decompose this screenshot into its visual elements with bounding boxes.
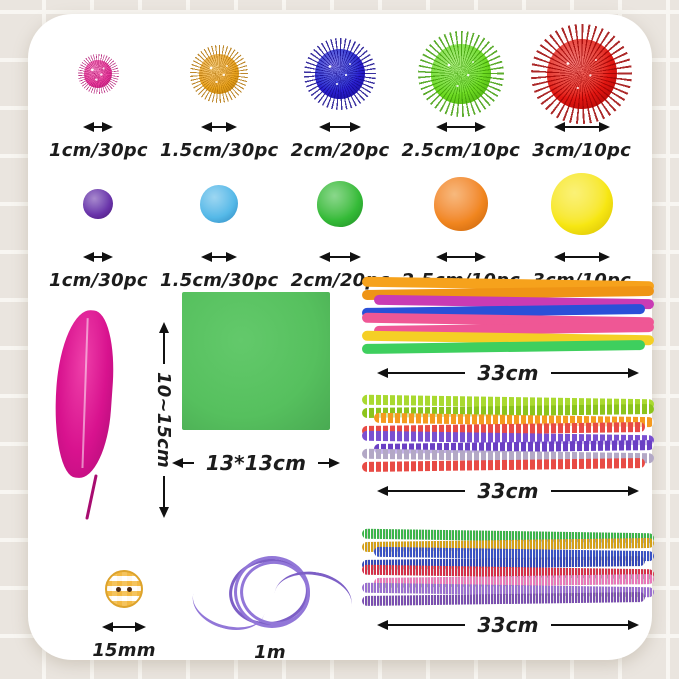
pom-box	[550, 164, 613, 244]
pipe-cleaner-bundle-striped: 33cm	[360, 394, 656, 503]
glitter-pompom-green	[417, 30, 504, 118]
gingham-button	[105, 570, 143, 608]
feather-quill	[85, 474, 98, 520]
pom-box	[303, 34, 376, 114]
green-paper-square	[182, 292, 330, 430]
feather-group: 10~15cm	[44, 296, 176, 538]
width-arrow	[102, 620, 146, 634]
size-label: 3cm/10pc	[532, 140, 631, 161]
length-arrow: 33cm	[377, 613, 639, 637]
size-label: 13*13cm	[205, 451, 307, 475]
glitter-pom-item-pink: 1cm/30pc	[38, 34, 159, 161]
pipe-cleaner-bundles: 33cm 33cm	[360, 276, 656, 637]
bottom-left-group: 15mm 1m	[62, 554, 357, 663]
pipe-cleaner-bundle-smooth: 33cm	[360, 276, 656, 385]
glitter-pompom-red	[531, 23, 632, 125]
height-arrow: 10~15cm	[153, 322, 174, 518]
size-label: 2cm/20pc	[290, 140, 390, 161]
plain-pompom-row: 1cm/30pc 1.5cm/30pc 2cm/20pc 2.5cm/10pc	[38, 164, 642, 291]
cord-loop	[234, 556, 310, 628]
pipe-cleaner-strand	[361, 340, 646, 354]
bundle-strands	[360, 394, 656, 474]
width-arrow	[83, 120, 113, 134]
pom-box	[531, 23, 632, 125]
pom-box	[316, 164, 363, 244]
pom-box	[200, 164, 239, 244]
plain-pom-item-green: 2cm/20pc	[280, 164, 401, 291]
feather	[50, 308, 118, 480]
pompom-orange	[433, 177, 488, 231]
width-arrow	[319, 120, 361, 134]
glitter-pom-item-blue: 2cm/20pc	[280, 34, 401, 161]
width-arrow	[436, 250, 486, 264]
pompom-yellow	[550, 173, 613, 235]
size-label: 1cm/30pc	[49, 140, 148, 161]
glitter-pompom-pink	[78, 53, 119, 95]
glitter-pompom-row: 1cm/30pc 1.5cm/30pc 2cm/20pc 2.5cm/10pc	[38, 23, 642, 161]
pom-box	[190, 34, 248, 114]
plain-pom-item-light-blue: 1.5cm/30pc	[159, 164, 280, 291]
pipe-cleaner-bundle-glitter: 33cm	[360, 528, 656, 637]
size-label: 1.5cm/30pc	[159, 140, 279, 161]
size-label: 1cm/30pc	[49, 270, 148, 291]
bundle-strands	[360, 276, 656, 356]
plain-pom-item-purple: 1cm/30pc	[38, 164, 159, 291]
cord-group: 1m	[186, 554, 357, 663]
pom-box	[433, 164, 488, 244]
glitter-pom-item-gold: 1.5cm/30pc	[159, 34, 280, 161]
glitter-pom-item-red: 3cm/10pc	[521, 23, 642, 161]
glitter-pom-item-green: 2.5cm/10pc	[400, 30, 521, 161]
plain-pom-item-orange: 2.5cm/10pc	[400, 164, 521, 291]
size-label: 1m	[254, 642, 286, 663]
paper-group: 13*13cm	[170, 292, 342, 475]
purple-cord	[186, 554, 357, 639]
size-label: 2.5cm/10pc	[401, 140, 521, 161]
length-arrow: 33cm	[377, 479, 639, 503]
pipe-cleaner-strand	[361, 592, 646, 606]
size-label: 33cm	[477, 479, 539, 503]
width-arrow	[201, 120, 237, 134]
length-arrow: 33cm	[377, 361, 639, 385]
size-label: 1.5cm/30pc	[159, 270, 279, 291]
pipe-cleaner-strand	[361, 458, 646, 472]
width-arrow	[83, 250, 113, 264]
pompom-purple	[83, 189, 114, 219]
button-group: 15mm	[62, 554, 186, 663]
width-arrow	[554, 120, 610, 134]
size-label: 10~15cm	[153, 372, 174, 469]
size-label: 15mm	[92, 640, 156, 661]
size-label: 33cm	[477, 613, 539, 637]
pompom-light-blue	[200, 185, 239, 223]
size-label: 33cm	[477, 361, 539, 385]
product-card: 1cm/30pc 1.5cm/30pc 2cm/20pc 2.5cm/10pc	[28, 14, 655, 663]
pom-box	[78, 34, 119, 114]
glitter-pompom-gold	[190, 45, 248, 103]
width-arrow	[201, 250, 237, 264]
width-arrow	[554, 250, 610, 264]
width-arrow	[319, 250, 361, 264]
bundle-strands	[360, 528, 656, 608]
pom-box	[417, 30, 504, 118]
glitter-pompom-blue	[303, 38, 376, 110]
width-arrow	[436, 120, 486, 134]
width-arrow: 13*13cm	[172, 451, 340, 475]
pom-box	[83, 164, 114, 244]
pompom-green	[316, 181, 363, 227]
plain-pom-item-yellow: 3cm/10pc	[521, 164, 642, 291]
